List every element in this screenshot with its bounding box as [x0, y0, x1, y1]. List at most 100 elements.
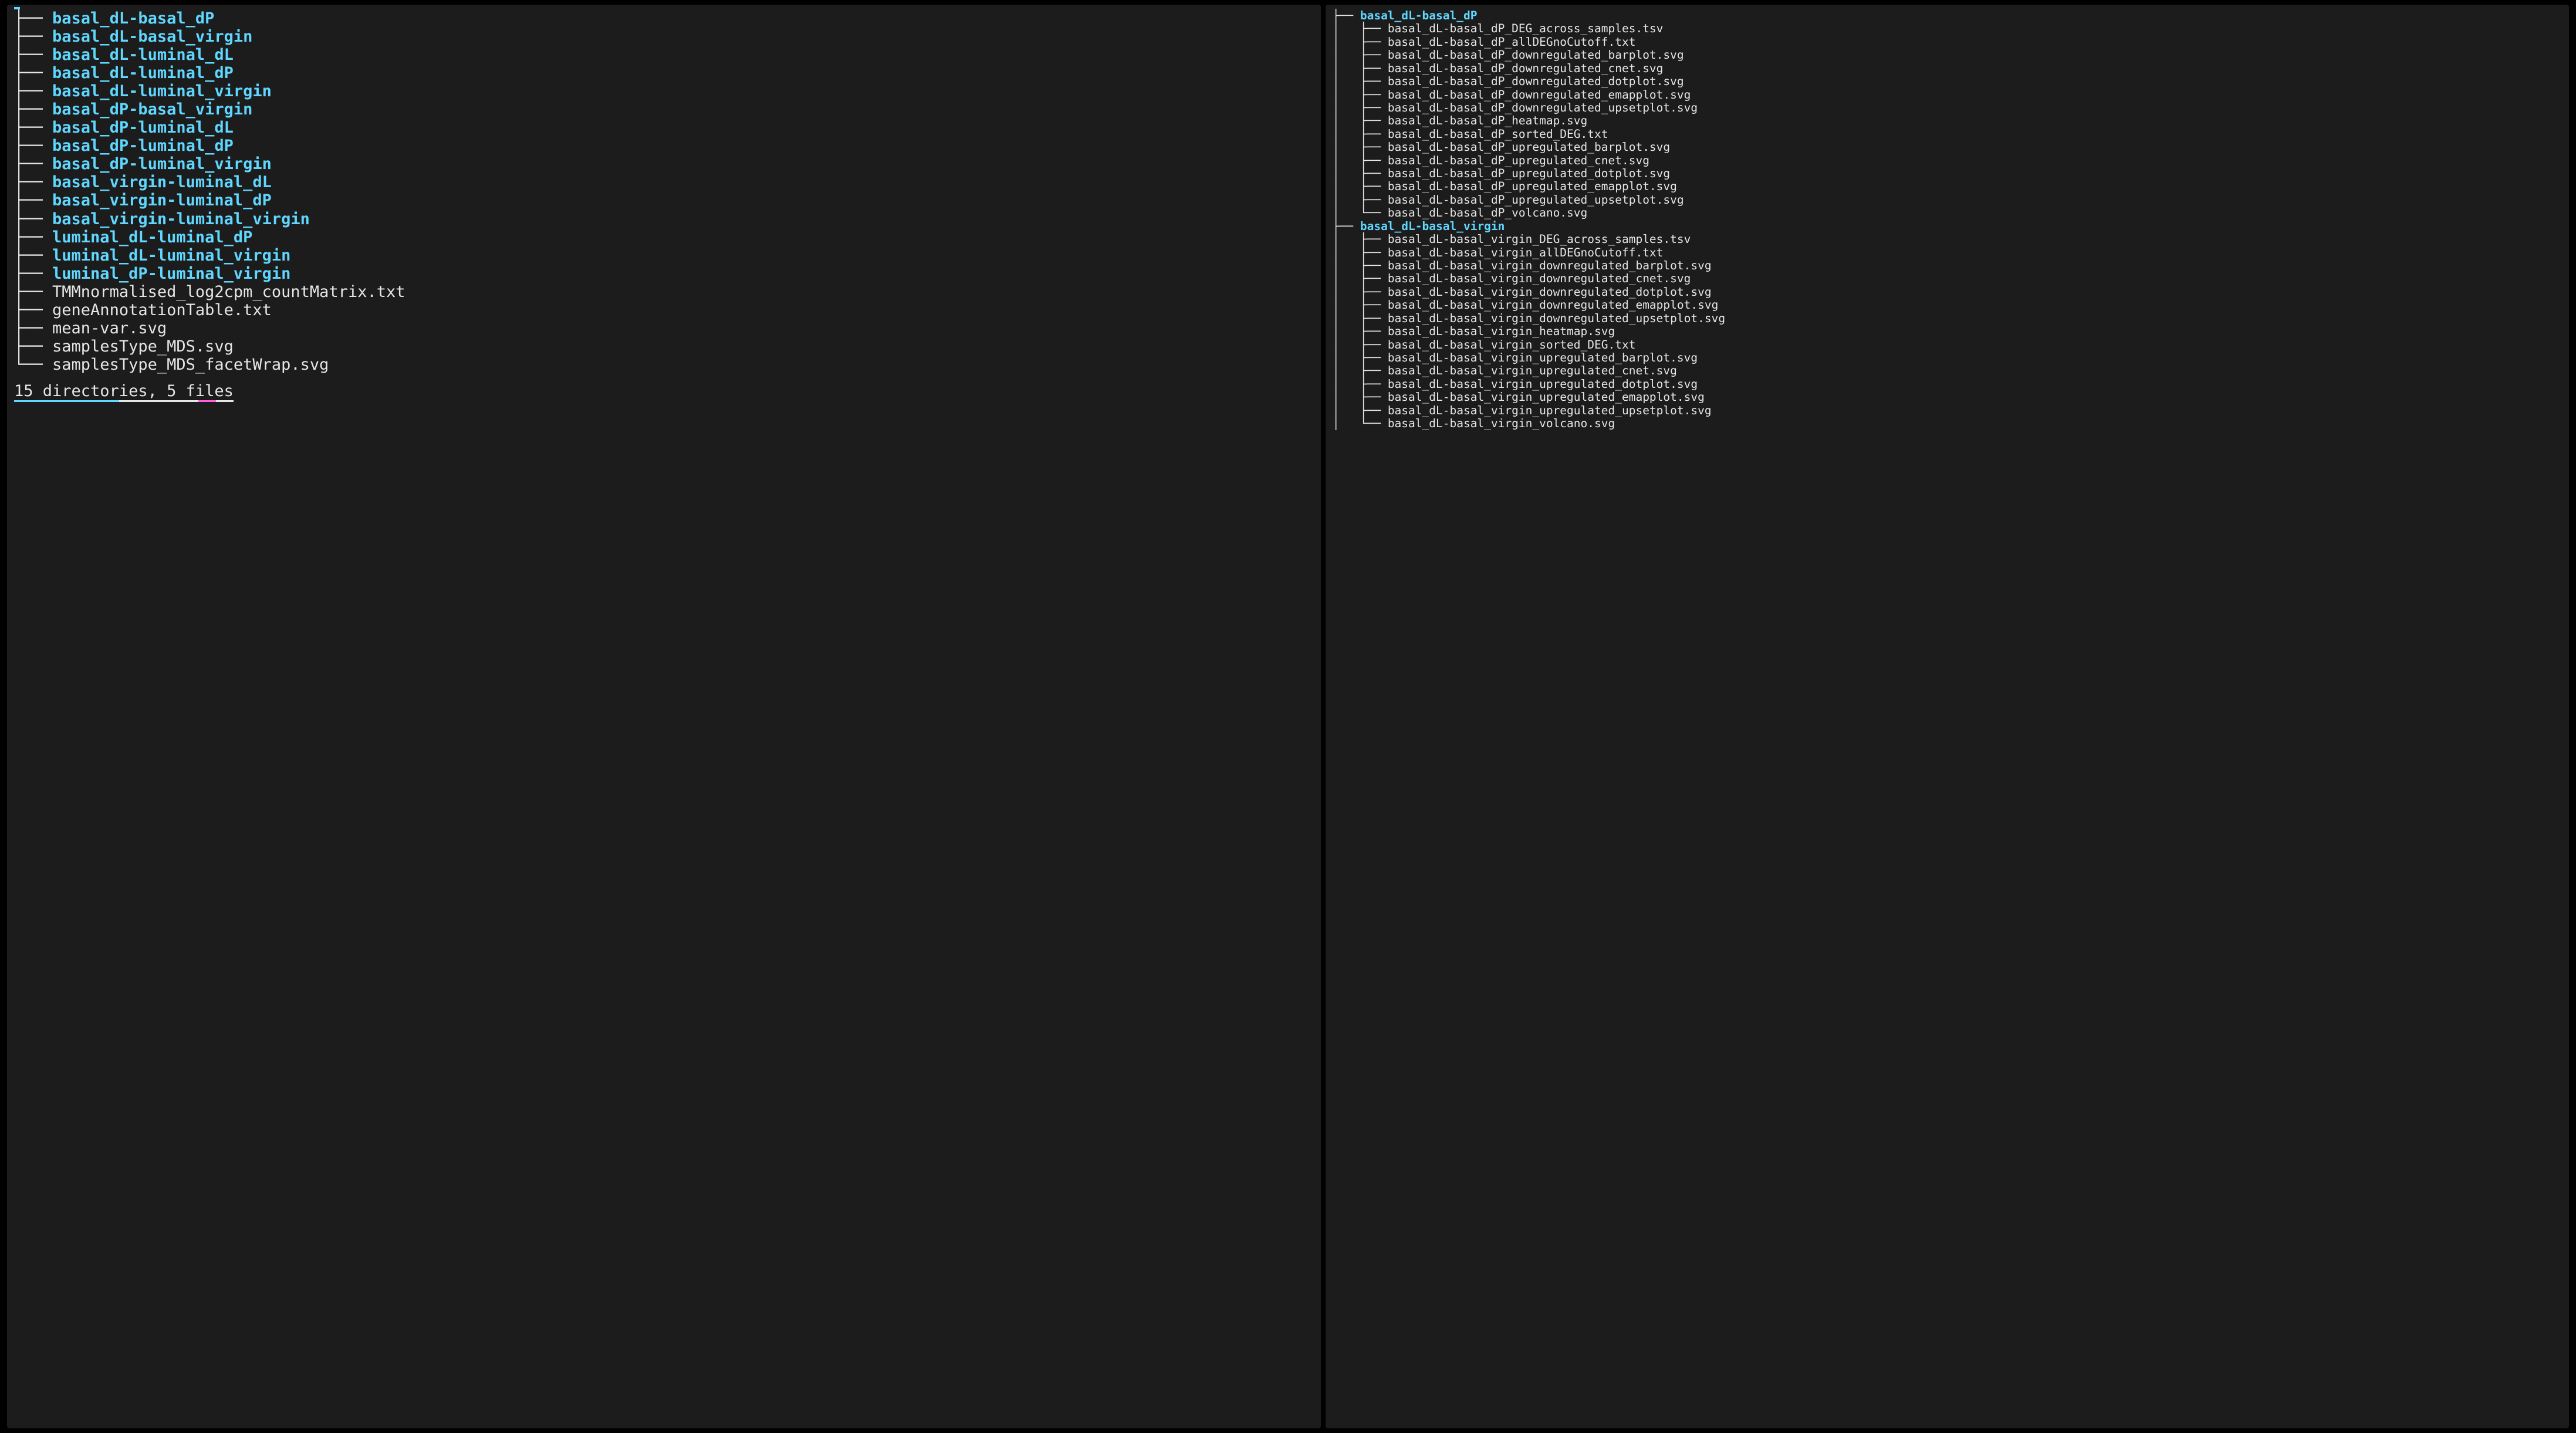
file-name: basal_dL-basal_dP_downregulated_cnet.svg [1388, 62, 1664, 75]
tree-branch-prefix: │ ├── [1333, 140, 1388, 154]
tree-branch-prefix: │ ├── [1333, 62, 1388, 75]
tree-branch-prefix: ├── [14, 9, 52, 28]
file-name: basal_dL-basal_dP_DEG_across_samples.tsv [1388, 22, 1664, 35]
tree-branch-prefix: ├── [14, 64, 52, 82]
directory-name: basal_dL-basal_virgin [52, 28, 252, 46]
tree-line: ├── basal_dP-luminal_virgin [14, 155, 1314, 173]
tree-branch-prefix: │ ├── [1333, 48, 1388, 62]
tree-branch-prefix: ├── [14, 173, 52, 191]
tree-line: ├── basal_virgin-luminal_virgin [14, 210, 1314, 228]
tree-branch-prefix: │ ├── [1333, 22, 1388, 35]
file-name: samplesType_MDS_facetWrap.svg [52, 356, 329, 374]
file-name: samplesType_MDS.svg [52, 337, 234, 356]
tree-line: ├── samplesType_MDS.svg [14, 337, 1314, 356]
tree-branch-prefix: │ ├── [1333, 338, 1388, 352]
tree-line: ├── TMMnormalised_log2cpm_countMatrix.tx… [14, 283, 1314, 301]
tree-branch-prefix: ├── [14, 283, 52, 301]
file-name: basal_dL-basal_dP_upregulated_upsetplot.… [1388, 193, 1684, 207]
tree-branch-prefix: ├── [1333, 9, 1360, 22]
right-terminal-pane[interactable]: ├── basal_dL-basal_dP│ ├── basal_dL-basa… [1326, 5, 2569, 1428]
tree-branch-prefix: ├── [14, 119, 52, 137]
file-name: basal_dL-basal_virgin_upregulated_cnet.s… [1388, 364, 1677, 377]
directory-name: basal_dP-basal_virgin [52, 100, 252, 119]
terminal-screen: ├── basal_dL-basal_dP├── basal_dL-basal_… [0, 0, 2576, 1433]
tree-branch-prefix: │ ├── [1333, 259, 1388, 272]
file-name: basal_dL-basal_dP_upregulated_barplot.sv… [1388, 140, 1670, 154]
tree-line: │ ├── basal_dL-basal_dP_upregulated_barp… [1333, 141, 2562, 154]
file-name: basal_dL-basal_dP_downregulated_emapplot… [1388, 88, 1691, 102]
tree-branch-prefix: │ ├── [1333, 364, 1388, 377]
tree-line: ├── luminal_dL-luminal_dP [14, 228, 1314, 246]
tree-line: ├── mean-var.svg [14, 319, 1314, 337]
tree-branch-prefix: │ ├── [1333, 285, 1388, 299]
tree-branch-prefix: ├── [14, 246, 52, 265]
file-name: basal_dL-basal_virgin_upregulated_emappl… [1388, 390, 1705, 404]
tree-line: │ ├── basal_dL-basal_virgin_downregulate… [1333, 259, 2562, 272]
tree-branch-prefix: │ ├── [1333, 232, 1388, 246]
file-name: basal_dL-basal_dP_upregulated_cnet.svg [1388, 154, 1649, 167]
tree-line: │ ├── basal_dL-basal_dP_allDEGnoCutoff.t… [1333, 36, 2562, 49]
file-name: basal_dL-basal_virgin_DEG_across_samples… [1388, 232, 1691, 246]
tree-line: ├── geneAnnotationTable.txt [14, 301, 1314, 319]
file-name: basal_dL-basal_virgin_downregulated_dotp… [1388, 285, 1712, 299]
file-name: basal_dL-basal_virgin_sorted_DEG.txt [1388, 338, 1636, 352]
file-name: basal_dL-basal_virgin_downregulated_cnet… [1388, 272, 1691, 285]
underline-segment [119, 400, 198, 402]
tree-branch-prefix: │ ├── [1333, 114, 1388, 127]
file-name: mean-var.svg [52, 319, 167, 337]
directory-name: basal_dL-luminal_virgin [52, 82, 272, 100]
file-name: basal_dL-basal_virgin_upregulated_upsetp… [1388, 404, 1712, 417]
file-name: basal_dL-basal_virgin_heatmap.svg [1388, 325, 1615, 338]
directory-name: basal_dP-luminal_dL [52, 119, 234, 137]
tree-line: ├── basal_dL-basal_dP [1333, 9, 2562, 22]
directory-name: basal_dL-basal_dP [1360, 9, 1478, 22]
tree-branch-prefix: │ ├── [1333, 101, 1388, 114]
directory-name: basal_dL-luminal_dP [52, 64, 234, 82]
tree-line: ├── luminal_dP-luminal_virgin [14, 265, 1314, 283]
file-name: basal_dL-basal_dP_upregulated_dotplot.sv… [1388, 167, 1670, 180]
left-terminal-pane[interactable]: ├── basal_dL-basal_dP├── basal_dL-basal_… [7, 5, 1321, 1428]
directory-name: luminal_dL-luminal_dP [52, 228, 252, 246]
tree-line: │ ├── basal_dL-basal_virgin_upregulated_… [1333, 378, 2562, 391]
tree-line: │ ├── basal_dL-basal_virgin_downregulate… [1333, 312, 2562, 325]
tree-branch-prefix: └── [14, 356, 52, 374]
tree-branch-prefix: ├── [14, 337, 52, 356]
tree-line: │ ├── basal_dL-basal_virgin_upregulated_… [1333, 352, 2562, 364]
tree-branch-prefix: ├── [14, 82, 52, 100]
tree-line: │ ├── basal_dL-basal_dP_downregulated_em… [1333, 89, 2562, 102]
file-name: basal_dL-basal_dP_allDEGnoCutoff.txt [1388, 35, 1636, 49]
file-name: basal_dL-basal_virgin_allDEGnoCutoff.txt [1388, 246, 1664, 259]
underline-segment [198, 400, 216, 402]
tree-line: ├── basal_dL-luminal_virgin [14, 82, 1314, 100]
directory-name: luminal_dP-luminal_virgin [52, 265, 290, 283]
left-tree-output: ├── basal_dL-basal_dP├── basal_dL-basal_… [14, 9, 1314, 374]
tree-line: │ ├── basal_dL-basal_virgin_upregulated_… [1333, 404, 2562, 417]
tree-branch-prefix: │ ├── [1333, 127, 1388, 141]
underline-segment [14, 400, 119, 402]
tree-line: │ ├── basal_dL-basal_virgin_upregulated_… [1333, 391, 2562, 404]
tree-branch-prefix: │ ├── [1333, 351, 1388, 364]
tree-line: │ ├── basal_dL-basal_virgin_DEG_across_s… [1333, 233, 2562, 246]
tree-line: │ ├── basal_dL-basal_dP_upregulated_emap… [1333, 180, 2562, 193]
tree-branch-prefix: ├── [14, 191, 52, 209]
directory-name: luminal_dL-luminal_virgin [52, 246, 290, 265]
tree-branch-prefix: │ ├── [1333, 390, 1388, 404]
tree-line: ├── basal_virgin-luminal_dL [14, 173, 1314, 191]
tree-branch-prefix: │ └── [1333, 417, 1388, 430]
tree-line: │ ├── basal_dL-basal_virgin_upregulated_… [1333, 364, 2562, 377]
file-name: basal_dL-basal_dP_sorted_DEG.txt [1388, 127, 1608, 141]
tree-line: ├── basal_dL-basal_virgin [1333, 220, 2562, 233]
tree-branch-prefix: │ ├── [1333, 167, 1388, 180]
tree-branch-prefix: │ ├── [1333, 35, 1388, 49]
summary-underline [14, 400, 234, 402]
tree-line: │ └── basal_dL-basal_dP_volcano.svg [1333, 207, 2562, 219]
tree-branch-prefix: ├── [14, 100, 52, 119]
tree-line: │ └── basal_dL-basal_virgin_volcano.svg [1333, 417, 2562, 430]
directory-name: basal_virgin-luminal_dP [52, 191, 272, 209]
tree-branch-prefix: │ ├── [1333, 312, 1388, 325]
file-name: basal_dL-basal_virgin_upregulated_dotplo… [1388, 377, 1698, 391]
directory-name: basal_dL-basal_dP [52, 9, 214, 28]
tree-line: ├── basal_dL-basal_dP [14, 9, 1314, 28]
file-name: basal_dL-basal_virgin_volcano.svg [1388, 417, 1615, 430]
tree-branch-prefix: │ ├── [1333, 377, 1388, 391]
